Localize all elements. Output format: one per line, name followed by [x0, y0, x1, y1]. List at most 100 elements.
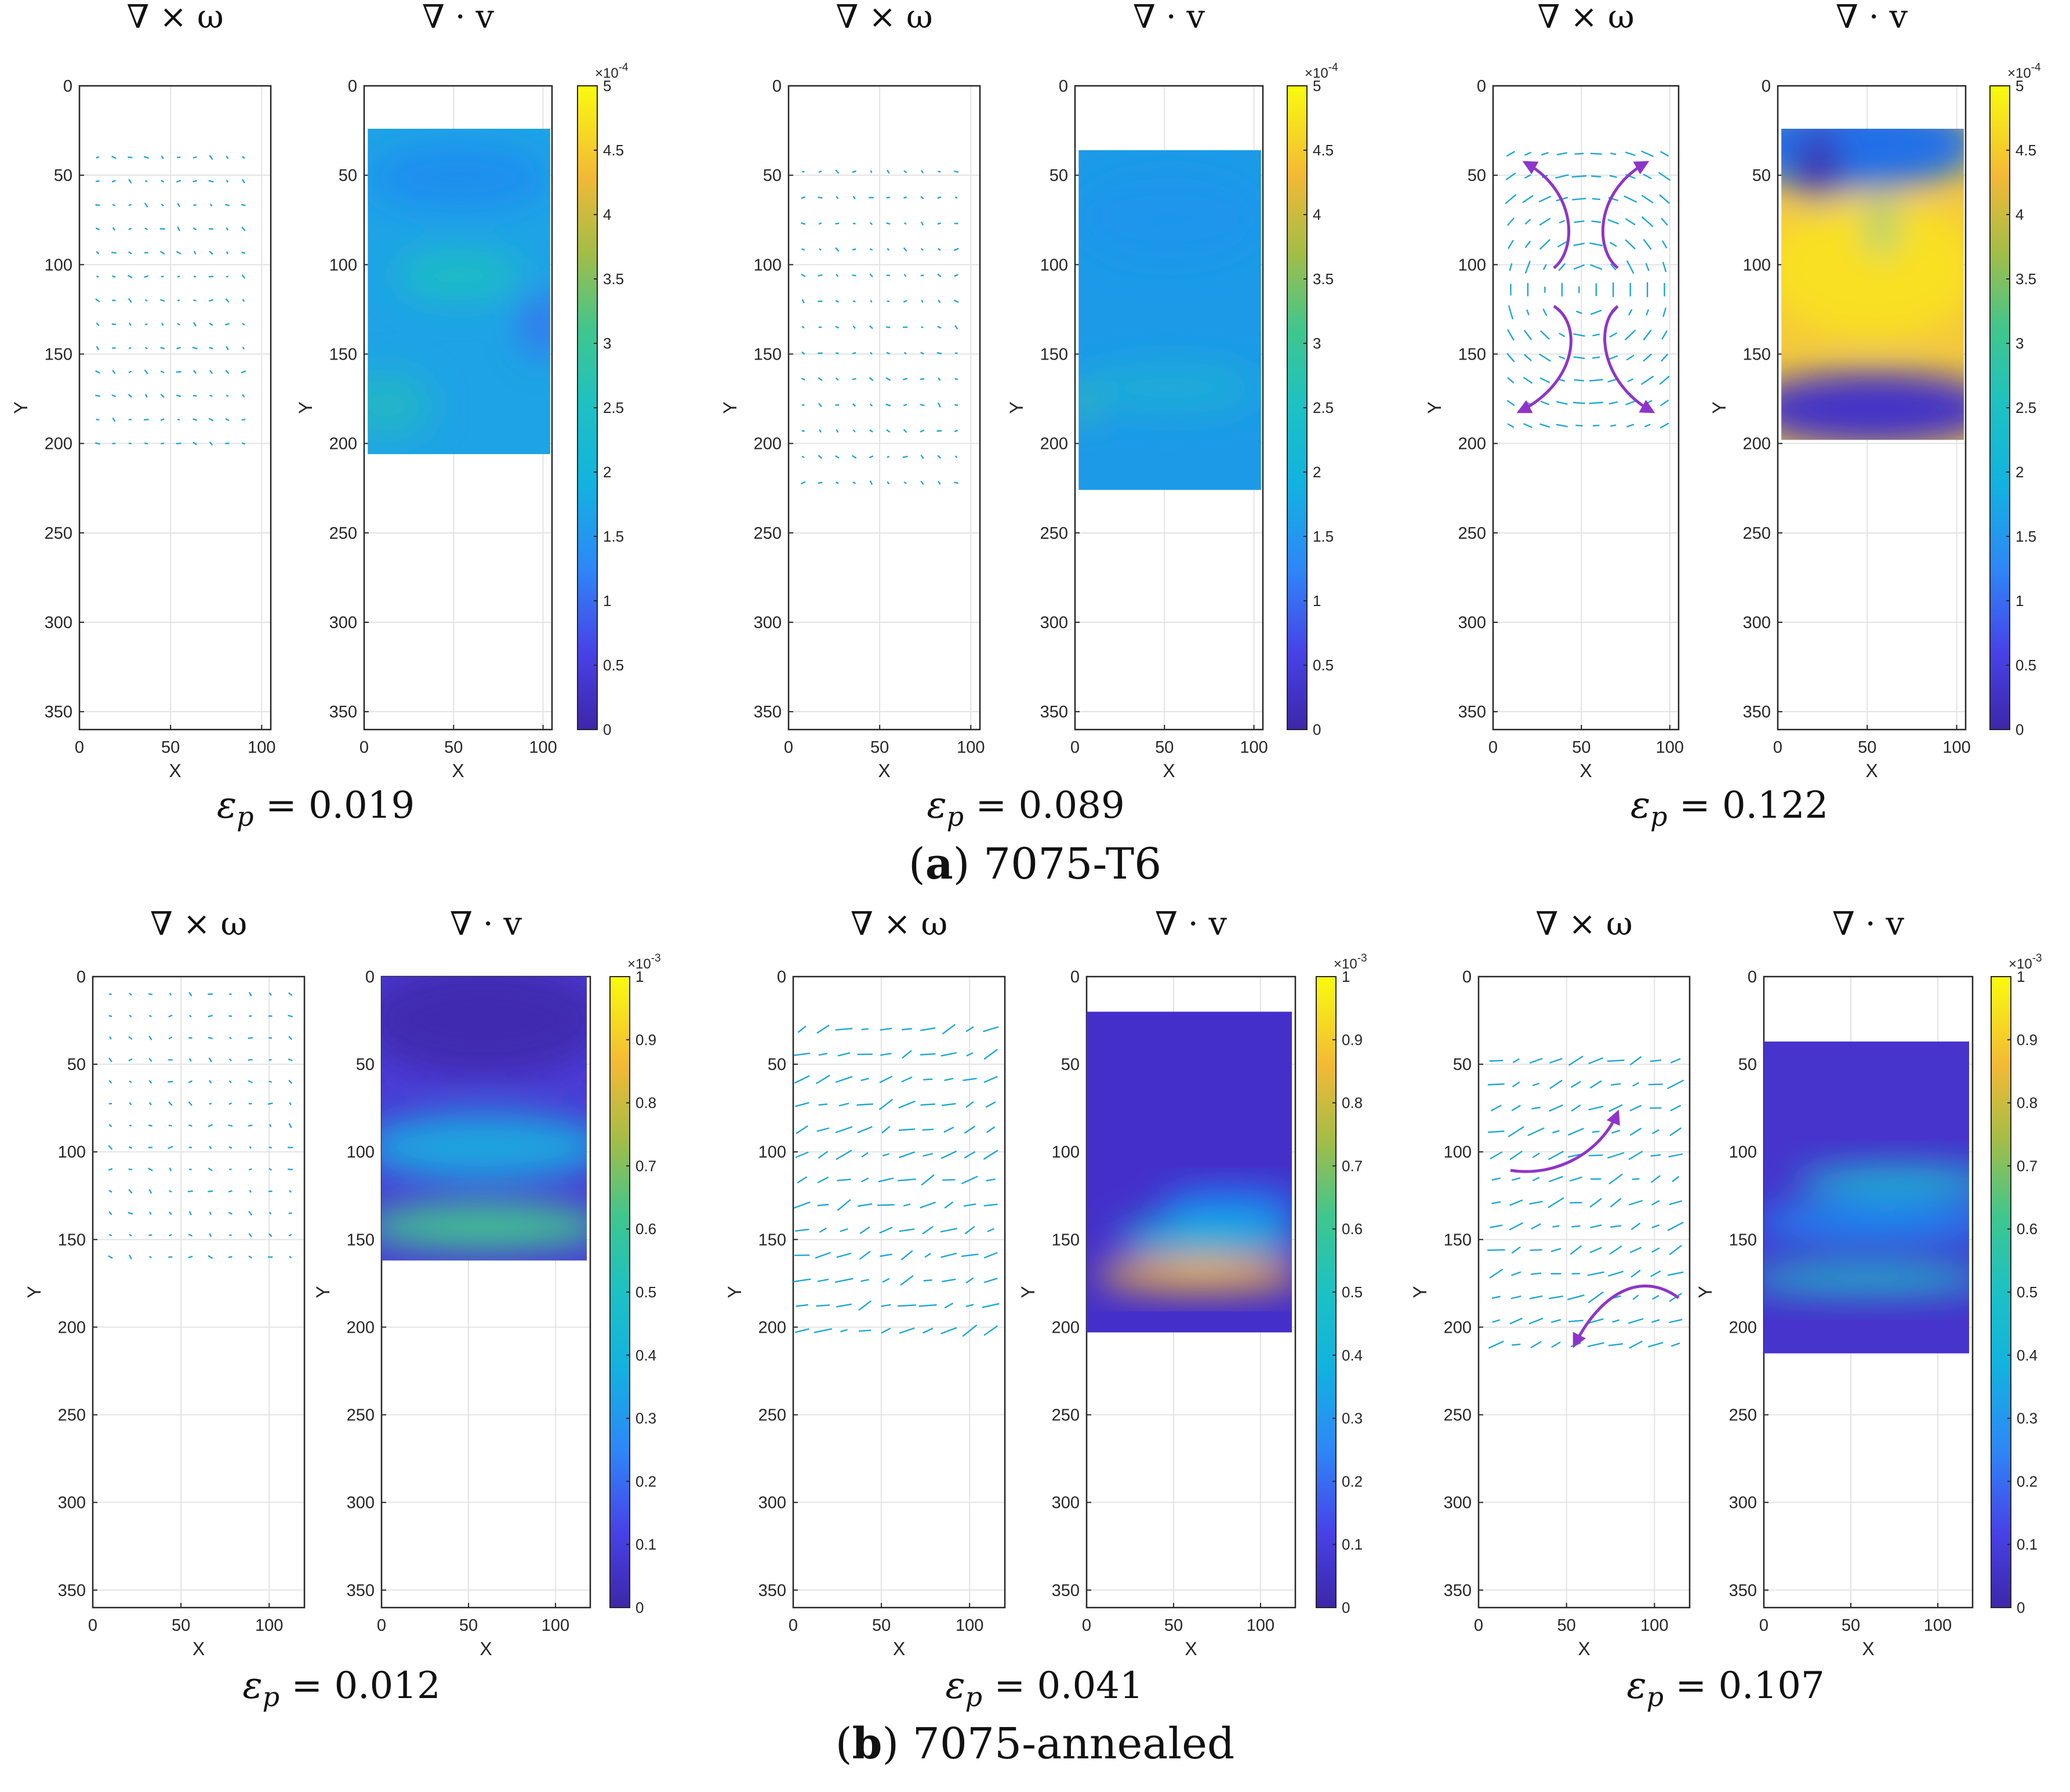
annotation-arrow [1510, 1109, 1620, 1173]
vector-arrow [1626, 354, 1635, 361]
vector-arrow [1624, 195, 1637, 203]
vector-arrow [869, 222, 873, 226]
vector-arrow [1592, 356, 1600, 359]
vector-arrow [920, 1201, 936, 1209]
vector-arrow [228, 1080, 232, 1083]
x-tick-label: 100 [1240, 738, 1268, 757]
vector-arrow [920, 455, 924, 459]
vector-arrow [108, 993, 112, 995]
vector-arrow [176, 394, 181, 397]
vector-arrow [208, 1167, 213, 1171]
vector-arrow [209, 154, 213, 160]
colorbar-tick-label: 5 [603, 77, 611, 95]
vector-arrow [1588, 1057, 1604, 1065]
vector-arrow [835, 378, 839, 381]
vector-arrow [248, 1124, 253, 1127]
vector-arrow [903, 274, 907, 277]
curl-title: ∇ × ω [126, 0, 223, 36]
vector-arrow [836, 352, 839, 354]
vector-arrow [1650, 1059, 1662, 1062]
vector-arrow [148, 1102, 152, 1105]
vector-arrow [1591, 220, 1601, 223]
vector-arrow [188, 1211, 192, 1216]
vector-arrow [1559, 332, 1566, 338]
y-tick-label: 350 [1444, 1581, 1472, 1600]
vector-arrow [920, 351, 924, 355]
vector-arrow [1532, 1177, 1540, 1182]
vector-arrow [1541, 152, 1549, 156]
axes-box [363, 85, 553, 731]
vector-arrow [188, 1101, 193, 1107]
vector-arrow [940, 1052, 957, 1057]
y-tick-label: 250 [329, 524, 357, 543]
y-tick-label: 300 [1444, 1494, 1472, 1512]
annotation-arrow [1522, 161, 1570, 269]
quiver-field [1487, 1055, 1684, 1349]
vector-arrow [249, 1189, 252, 1193]
axes-frame: 0 50 100 X 0 50 100 150 200 250 300 350 Y [1410, 968, 1691, 1659]
vector-arrow [1540, 400, 1550, 405]
vector-arrow [225, 298, 230, 303]
x-tick-label: 0 [75, 738, 84, 757]
vector-arrow [1669, 1245, 1682, 1256]
vector-arrow [188, 1014, 192, 1018]
vector-arrow [881, 1304, 891, 1307]
vector-arrow [801, 455, 805, 458]
vector-arrow [1539, 423, 1550, 428]
vector-arrow [177, 322, 180, 326]
vector-arrow [1539, 239, 1551, 250]
vector-arrow [898, 1304, 916, 1307]
vector-arrow [815, 1252, 831, 1259]
vector-arrow [168, 1234, 172, 1236]
colorbar-tick-label: 1.5 [2015, 528, 2036, 545]
vector-arrow [1559, 356, 1566, 360]
x-tick-label: 0 [789, 1616, 798, 1635]
colorbar-tick-label: 0.2 [635, 1472, 656, 1490]
vector-arrow [937, 325, 942, 329]
y-tick-label: 0 [1748, 968, 1757, 986]
heatmap-region [382, 977, 587, 1076]
curl-panel: 0 50 100 X 0 50 100 150 200 250 300 350 Y ∇ × ω [10, 0, 275, 781]
vector-arrow [128, 204, 132, 206]
vector-arrow [241, 274, 246, 279]
vector-arrow [801, 299, 805, 304]
vector-arrow [128, 1254, 132, 1260]
x-tick-label: 0 [1082, 1616, 1091, 1635]
vector-arrow [886, 351, 891, 355]
vector-arrow [1506, 151, 1516, 157]
y-tick-label: 150 [1458, 346, 1486, 364]
annotation-arrow [1516, 304, 1573, 413]
vector-arrow [1489, 1268, 1504, 1279]
vector-arrow [964, 1125, 976, 1134]
vector-arrow [861, 1152, 869, 1158]
vector-arrow [160, 347, 165, 350]
vector-arrow [1589, 1247, 1602, 1253]
vector-arrow [900, 1275, 914, 1286]
vector-arrow [1542, 309, 1548, 316]
vector-arrow [188, 1080, 193, 1083]
y-tick-label: 350 [1743, 703, 1771, 721]
vector-arrow [108, 1015, 112, 1017]
colorbar-tick-label: 4.5 [603, 142, 624, 159]
vector-arrow [1507, 329, 1515, 341]
vector-arrow [209, 441, 213, 446]
vector-arrow [1491, 1296, 1501, 1299]
vector-arrow [1509, 1318, 1523, 1325]
vector-arrow [885, 377, 891, 381]
curl-panel: 0 50 100 X 0 50 100 150 200 250 300 350 Y ∇ × ω [724, 905, 1006, 1659]
vector-arrow [986, 1126, 996, 1133]
vector-arrow [176, 179, 181, 183]
vector-arrow [860, 1279, 869, 1282]
vector-arrow [1558, 263, 1566, 271]
vector-arrow [108, 1124, 112, 1127]
vector-arrow [1669, 1200, 1682, 1206]
vector-arrow [1629, 1056, 1642, 1066]
vector-arrow [1610, 263, 1617, 271]
y-axis-label: Y [1424, 401, 1445, 413]
vector-arrow [1661, 240, 1668, 249]
vector-arrow [1587, 1271, 1604, 1276]
x-tick-label: 100 [248, 738, 275, 757]
vector-arrow [879, 1227, 893, 1234]
y-tick-label: 150 [1444, 1231, 1472, 1249]
vector-arrow [1629, 1340, 1643, 1349]
